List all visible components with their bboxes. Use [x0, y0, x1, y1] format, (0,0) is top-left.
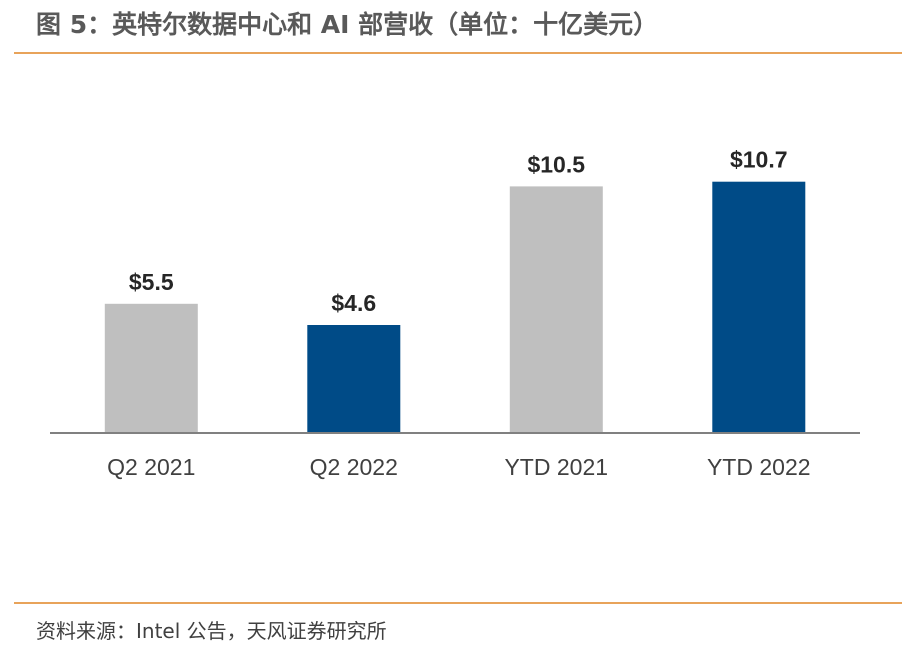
bar-1 — [307, 325, 401, 433]
x-tick-label-1: Q2 2022 — [310, 454, 398, 480]
source-note: 资料来源：Intel 公告，天风证券研究所 — [36, 619, 387, 643]
bar-0 — [104, 303, 198, 433]
x-tick-label-0: Q2 2021 — [107, 454, 195, 480]
bar-chart-svg: $5.5 Q2 2021 $4.6 Q2 2022 $10.5 YTD 2021 $10.7… — [50, 147, 860, 480]
bar-3 — [712, 181, 806, 433]
figure-title: 图 5：英特尔数据中心和 AI 部营收（单位：十亿美元） — [36, 10, 659, 39]
data-label-2: $10.5 — [527, 151, 585, 177]
top-divider — [14, 52, 902, 54]
data-label-1: $4.6 — [331, 290, 376, 316]
x-tick-label-2: YTD 2021 — [504, 454, 608, 480]
data-label-3: $10.7 — [730, 147, 788, 173]
bar-chart: $5.5 Q2 2021 $4.6 Q2 2022 $10.5 YTD 2021 $10.7… — [0, 60, 914, 580]
bottom-divider — [14, 602, 902, 604]
bar-2 — [509, 186, 603, 433]
x-tick-label-3: YTD 2022 — [707, 454, 811, 480]
data-label-0: $5.5 — [129, 269, 174, 295]
